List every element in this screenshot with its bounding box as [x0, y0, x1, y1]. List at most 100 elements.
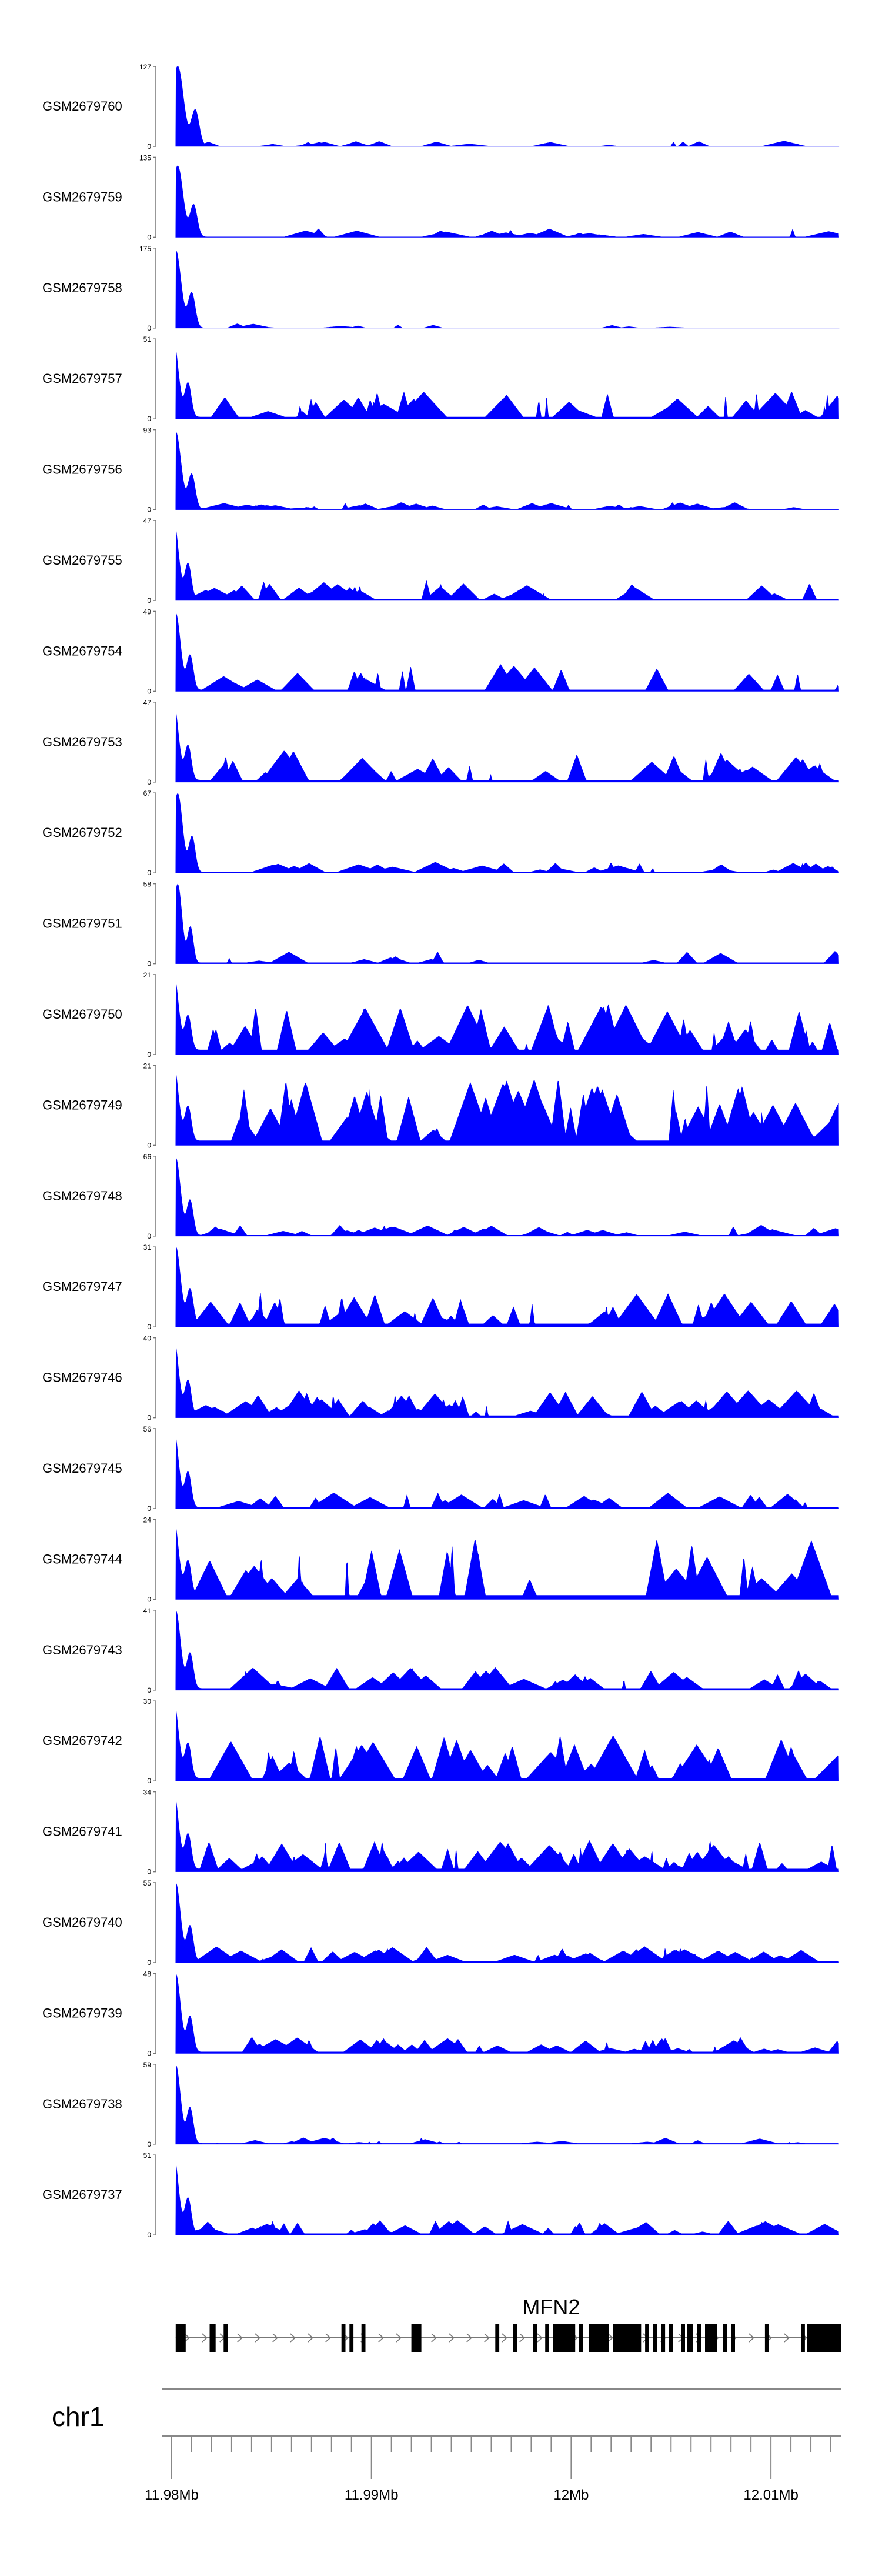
exon: [645, 2324, 649, 2352]
y-tick-label: 21: [143, 971, 152, 979]
sample-label: GSM2679759: [42, 189, 122, 204]
sample-label: GSM2679740: [42, 1915, 122, 1930]
y-tick-label: 41: [143, 1607, 152, 1615]
strand-arrow: [749, 2333, 754, 2343]
sample-label: GSM2679752: [42, 825, 122, 840]
coverage-area: [175, 1346, 839, 1418]
y-tick-label: 0: [147, 233, 151, 241]
sample-label: GSM2679745: [42, 1461, 122, 1476]
y-tick-label: 0: [147, 1777, 151, 1785]
coverage-area: [175, 1438, 839, 1509]
strand-arrow: [607, 2333, 613, 2343]
exon: [209, 2324, 216, 2352]
y-tick-label: 0: [147, 960, 151, 968]
coverage-area: [175, 432, 840, 510]
y-tick-label: 55: [143, 1879, 152, 1887]
y-tick-label: 0: [147, 1232, 151, 1240]
strand-arrow: [449, 2333, 455, 2343]
y-tick-label: 0: [147, 142, 151, 151]
y-tick-label: 0: [147, 869, 151, 877]
coverage-area: [175, 982, 839, 1055]
coverage-track: GSM2679752 67 0: [42, 789, 839, 877]
coverage-track: GSM2679738 59 0: [42, 2061, 839, 2148]
coverage-area: [175, 2064, 839, 2145]
exon: [801, 2324, 805, 2352]
coverage-track: GSM2679740 55 0: [42, 1879, 839, 1967]
exon: [175, 2324, 186, 2352]
coverage-area: [175, 529, 839, 601]
coverage-track: GSM2679754 49 0: [42, 608, 839, 695]
coverage-area: [175, 712, 839, 783]
coverage-track: GSM2679744 24 0: [42, 1516, 839, 1603]
y-tick-label: 30: [143, 1697, 152, 1706]
exon: [617, 2324, 642, 2352]
y-tick-label: 0: [147, 2231, 151, 2239]
y-tick-label: 21: [143, 1062, 152, 1070]
coverage-track: GSM2679747 31 0: [42, 1243, 839, 1331]
coverage-area: [175, 250, 840, 329]
exon: [723, 2324, 727, 2352]
strand-arrow: [537, 2333, 543, 2343]
strand-arrow: [484, 2333, 490, 2343]
chromosome-label: chr1: [52, 2401, 104, 2432]
y-tick-label: 0: [147, 1504, 151, 1513]
sample-label: GSM2679746: [42, 1370, 122, 1385]
coverage-area: [175, 1073, 839, 1146]
y-tick-label: 175: [139, 245, 151, 253]
exon: [731, 2324, 735, 2352]
strand-arrow: [237, 2333, 243, 2343]
coverage-track: GSM2679755 47 0: [42, 517, 839, 605]
exon: [764, 2324, 769, 2352]
axis-tick-label: 12.01Mb: [743, 2487, 798, 2503]
strand-arrow: [396, 2333, 402, 2343]
y-tick-label: 51: [143, 335, 152, 343]
exon: [361, 2324, 366, 2352]
y-tick-label: 66: [143, 1153, 152, 1161]
coverage-track: GSM2679742 30 0: [42, 1697, 839, 1785]
y-tick-label: 0: [147, 1323, 151, 1331]
y-tick-label: 0: [147, 1958, 151, 1967]
exon: [533, 2324, 537, 2352]
sample-label: GSM2679738: [42, 2097, 122, 2111]
exon: [697, 2324, 701, 2352]
sample-label: GSM2679760: [42, 99, 122, 114]
coverage-area: [175, 1247, 839, 1327]
coverage-area: [175, 1883, 839, 1963]
sample-label: GSM2679755: [42, 553, 122, 568]
coverage-area: [175, 2164, 839, 2235]
axis-tick-label: 11.98Mb: [145, 2487, 199, 2503]
axis-tick-label: 11.99Mb: [345, 2487, 399, 2503]
exon: [223, 2324, 228, 2352]
y-tick-label: 48: [143, 1970, 152, 1978]
coverage-track: GSM2679737 51 0: [42, 2151, 839, 2239]
exon: [513, 2324, 517, 2352]
exon: [579, 2324, 583, 2352]
exon: [417, 2324, 422, 2352]
sample-label: GSM2679737: [42, 2187, 122, 2202]
gene-name: MFN2: [522, 2295, 580, 2319]
y-tick-label: 0: [147, 415, 151, 423]
coverage-track: GSM2679749 21 0: [42, 1062, 839, 1149]
sample-label: GSM2679751: [42, 916, 122, 931]
y-tick-label: 58: [143, 880, 152, 889]
exon: [653, 2324, 657, 2352]
sample-label: GSM2679743: [42, 1643, 122, 1657]
coverage-track: GSM2679760 127 0: [42, 63, 840, 151]
y-tick-label: 59: [143, 2061, 152, 2069]
coverage-track: GSM2679739 48 0: [42, 1970, 839, 2057]
sample-label: GSM2679750: [42, 1007, 122, 1022]
exon: [553, 2324, 576, 2352]
coverage-track: GSM2679751 58 0: [42, 880, 839, 968]
strand-arrow: [784, 2333, 790, 2343]
coverage-track: GSM2679746 40 0: [42, 1334, 839, 1422]
y-tick-label: 34: [143, 1788, 152, 1797]
coverage-area: [175, 350, 839, 419]
strand-arrow: [431, 2333, 437, 2343]
strand-arrow: [502, 2333, 507, 2343]
y-tick-label: 0: [147, 1595, 151, 1603]
coverage-tracks: GSM2679760 127 0 GSM2679759 135 0 GSM2679758 17…: [42, 63, 840, 2239]
sample-label: GSM2679754: [42, 643, 122, 658]
y-tick-label: 51: [143, 2151, 152, 2160]
coverage-track: GSM2679743 41 0: [42, 1607, 839, 1694]
